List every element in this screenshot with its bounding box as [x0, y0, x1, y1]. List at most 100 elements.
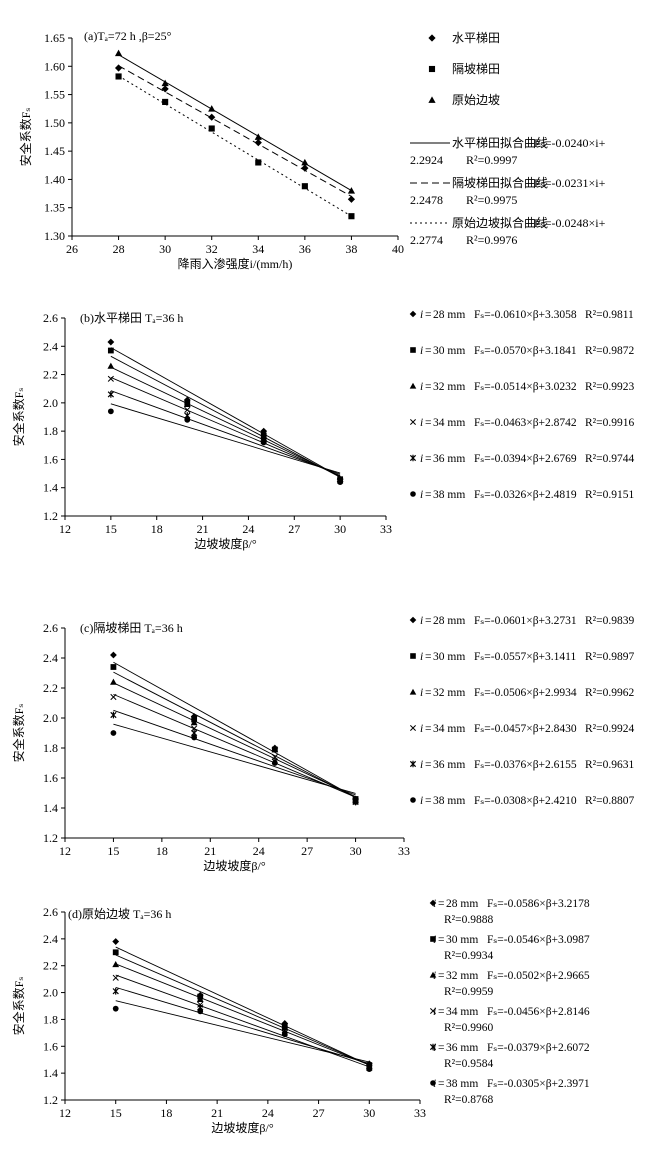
x-marker	[184, 406, 191, 414]
diamond-marker	[114, 64, 123, 72]
fit-line	[118, 75, 352, 217]
star-marker	[112, 987, 119, 995]
y-tick-label: 2.4	[43, 651, 58, 665]
circle-marker	[110, 730, 117, 736]
legend-i-label: =	[425, 615, 432, 627]
fit-line	[113, 693, 356, 798]
x-axis-title: 边坡坡度β/°	[211, 1120, 273, 1135]
legend-i-label: =	[425, 687, 432, 699]
legend-i-symbol: i	[420, 687, 423, 699]
y-tick-label: 1.8	[43, 424, 58, 438]
chart-a: 26 28 30 32 34 36 38 40 1.30 1.35 1.40 1.45 1.50 1.55…	[18, 29, 606, 271]
triangle-marker	[409, 688, 417, 695]
x-tick-label: 33	[398, 844, 410, 858]
x-tick-label: 30	[363, 1106, 375, 1120]
y-tick-label: 1.6	[43, 771, 58, 785]
circle-marker	[112, 1005, 119, 1012]
x-tick-label: 21	[204, 844, 216, 858]
legend-r2: R²=0.9584	[444, 1058, 493, 1070]
fit-line	[118, 54, 352, 191]
y-tick-label: 2.6	[43, 905, 58, 919]
y-tick-label: 1.2	[43, 831, 58, 845]
legend-i-label: =	[425, 651, 432, 663]
legend-i-label: =	[425, 345, 432, 357]
x-tick-label: 26	[66, 242, 78, 256]
x-tick-label: 15	[110, 1106, 122, 1120]
y-axis-title: 安全系数Fₛ	[11, 704, 26, 763]
y-tick-label: 2.0	[43, 396, 58, 410]
legend-i-value: 28 mm	[433, 309, 465, 321]
x-tick-label: 21	[197, 522, 209, 536]
x-tick-label: 15	[107, 844, 119, 858]
legend-i-value: 34 mm	[446, 1006, 478, 1018]
triangle-marker	[183, 400, 191, 407]
legend-equation: Fₛ=-0.0308×β+2.4210	[474, 795, 577, 807]
square-marker	[112, 949, 119, 956]
legend-i-symbol: i	[433, 934, 436, 946]
legend-r2: R²=0.9811	[585, 309, 634, 321]
chart-title: (b)水平梯田 Tₐ=36 h	[80, 311, 183, 325]
x-marker	[430, 1008, 436, 1014]
triangle-marker	[409, 382, 417, 389]
legend-fit-equation-cont: 2.2924	[410, 153, 443, 167]
triangle-marker	[347, 187, 356, 194]
fit-line	[113, 671, 356, 798]
y-tick-label: 2.2	[43, 681, 58, 695]
legend-equation: Fₛ=-0.0557×β+3.1411	[474, 651, 576, 663]
legend-i-symbol: i	[433, 1078, 436, 1090]
legend-i-value: 32 mm	[433, 687, 465, 699]
legend-i-label: =	[438, 1006, 445, 1018]
fit-line	[118, 65, 352, 197]
y-tick-label: 1.35	[44, 201, 65, 215]
legend-i-symbol: i	[420, 417, 423, 429]
legend-equation: Fₛ=-0.0506×β+2.9934	[474, 687, 577, 699]
diamond-marker	[254, 139, 262, 147]
square-marker	[162, 98, 169, 105]
triangle-marker	[428, 96, 436, 103]
triangle-marker	[301, 158, 309, 166]
fit-line	[113, 709, 356, 796]
legend-i-label: =	[438, 934, 445, 946]
circle-marker	[366, 1066, 373, 1073]
legend-i-symbol: i	[433, 970, 436, 982]
legend-i-value: 30 mm	[433, 651, 465, 663]
x-axis-title: 边坡坡度β/°	[194, 536, 256, 551]
legend-i-label: =	[438, 1078, 445, 1090]
legend-i-value: 28 mm	[433, 615, 465, 627]
legend-equation: Fₛ=-0.0586×β+3.2178	[487, 898, 590, 910]
triangle-marker	[190, 719, 198, 726]
legend-r2: R²=0.9631	[585, 759, 634, 771]
legend-r2: R²=0.8768	[444, 1094, 493, 1106]
legend-fit-equation: Fₛ=-0.0240×i+	[534, 136, 606, 150]
legend-i-value: 38 mm	[433, 489, 465, 501]
star-marker	[429, 1043, 437, 1051]
legend-i-value: 36 mm	[433, 759, 465, 771]
x-tick-label: 18	[151, 522, 163, 536]
square-marker	[348, 213, 355, 220]
circle-marker	[107, 408, 114, 415]
legend-i-symbol: i	[420, 309, 423, 321]
legend-label: 隔坡梯田	[452, 62, 500, 76]
legend-i-value: 34 mm	[433, 723, 465, 735]
legend-i-label: =	[438, 1042, 445, 1054]
x-tick-label: 12	[59, 844, 71, 858]
legend-i-symbol: i	[420, 795, 423, 807]
x-axis-title: 降雨入渗强度i/(mm/h)	[178, 256, 293, 271]
legend-i-symbol: i	[420, 345, 423, 357]
y-tick-label: 1.50	[44, 116, 65, 130]
y-tick-label: 2.2	[43, 959, 58, 973]
legend-i-label: =	[425, 723, 432, 735]
circle-marker	[352, 799, 359, 805]
y-axis-title: 安全系数Fₛ	[18, 108, 33, 167]
x-tick-label: 18	[156, 844, 168, 858]
star-marker	[107, 390, 115, 398]
legend-fit-r2: R²=0.9976	[466, 233, 517, 247]
x-marker	[191, 725, 198, 732]
legend-equation: Fₛ=-0.0570×β+3.1841	[474, 345, 577, 357]
diamond-marker	[347, 195, 356, 203]
legend-fit-name: 隔坡梯田拟合曲线	[452, 175, 548, 190]
legend-i-symbol: i	[433, 1042, 436, 1054]
legend-i-label: =	[425, 795, 432, 807]
diamond-marker	[429, 899, 437, 907]
